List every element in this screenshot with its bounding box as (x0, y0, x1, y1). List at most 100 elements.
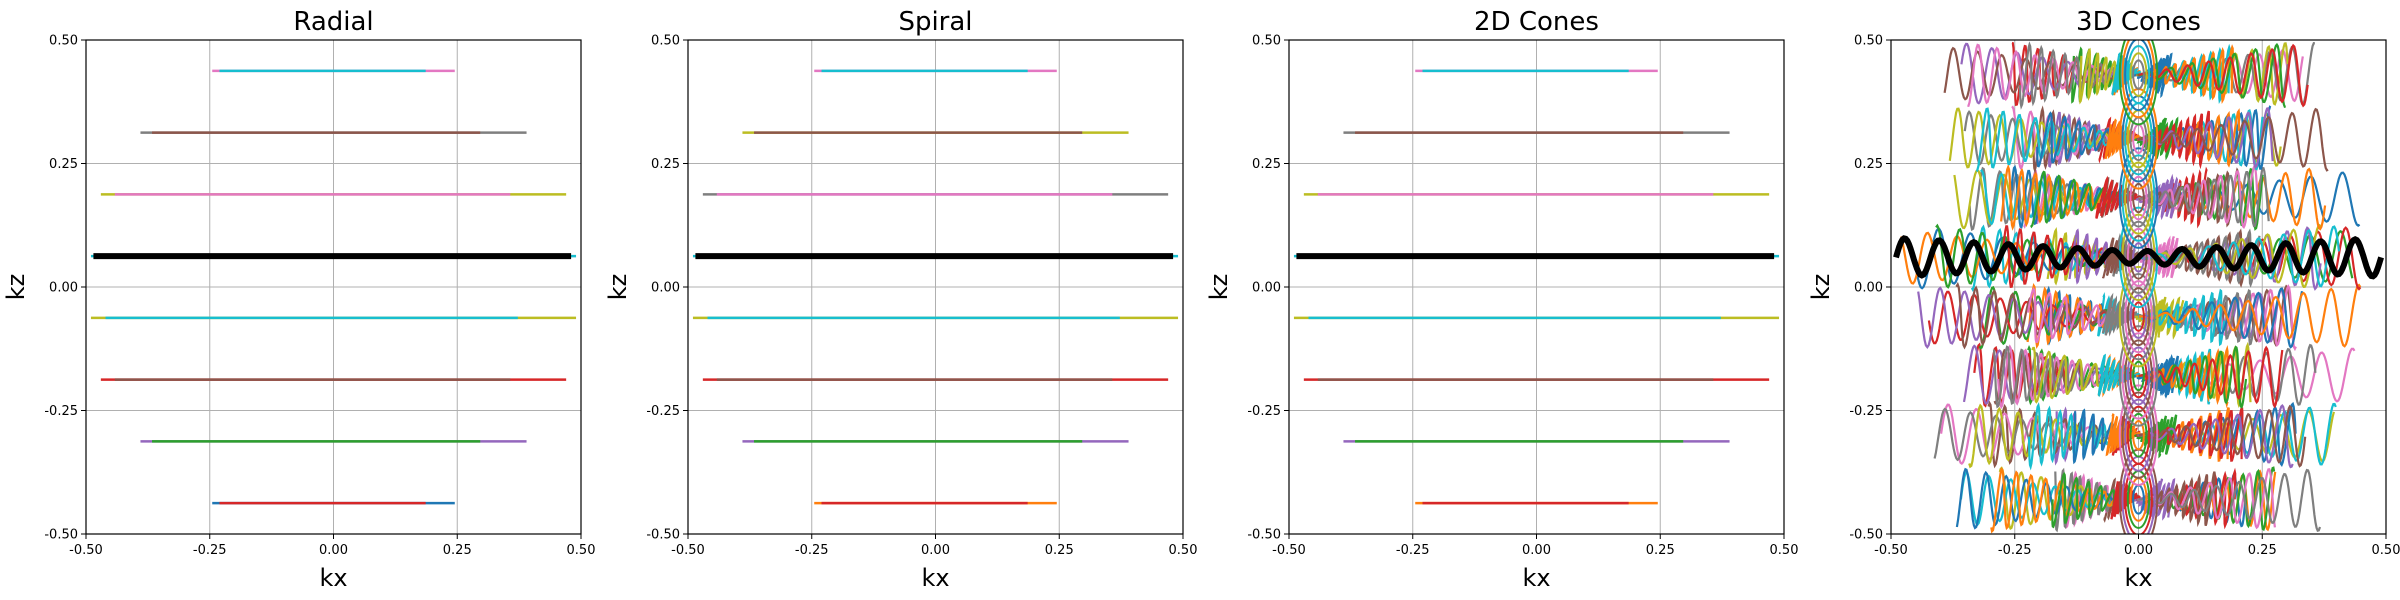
x-tick-label: 0.50 (2372, 543, 2400, 558)
panel-2d-cones: 2D Cones -0.50 -0.25 0.00 0.25 0.50 -0.50 -0.2… (1205, 7, 1798, 592)
cone-trajectory-loop (2126, 346, 2151, 406)
panel-title: Spiral (898, 7, 972, 37)
cone-trajectory-loop (2129, 52, 2148, 97)
panel-title: Radial (293, 7, 373, 37)
x-tick-label: -0.25 (795, 543, 829, 558)
cone-trajectory (2138, 43, 2309, 108)
x-tick-label: 0.00 (319, 543, 348, 558)
panel-3d-cones: 3D Cones -0.50 -0.25 0.00 0.25 0.50 -0.50 -0.2… (1807, 7, 2400, 592)
x-tick-label: 0.00 (921, 543, 950, 558)
cone-trajectory-loop (2124, 398, 2153, 472)
cone-trajectory-loop (2132, 419, 2145, 451)
y-tick-label: 0.50 (1854, 34, 1883, 49)
plot-area (86, 40, 581, 534)
x-tick-label: 0.50 (567, 543, 596, 558)
cone-trajectory-loop (2118, 325, 2159, 427)
cone-trajectory-loop (2124, 339, 2153, 413)
y-axis-label: kz (604, 274, 632, 301)
cone-trajectory (1959, 470, 2139, 527)
x-tick-label: 0.00 (2124, 543, 2153, 558)
cone-trajectory (2133, 355, 2179, 396)
cone-trajectory (2110, 480, 2144, 520)
x-axis-label: kx (1522, 564, 1550, 592)
y-tick-label: 0.25 (651, 157, 680, 172)
cone-trajectory (2138, 345, 2284, 409)
tick-layer: -0.50 -0.25 0.00 0.25 0.50 -0.50 -0.25 0.00 0.25… (646, 34, 1197, 559)
cone-trajectory-loop (2129, 175, 2148, 221)
cone-trajectory-loop (2126, 227, 2151, 287)
cone-trajectory-loop (2118, 147, 2159, 249)
x-tick-label: 0.00 (1522, 543, 1551, 558)
cone-trajectory (1917, 286, 2139, 349)
y-tick-label: 0.50 (651, 34, 680, 49)
y-tick-label: 0.50 (1252, 34, 1281, 49)
cone-trajectory-loop (2129, 235, 2148, 280)
cone-trajectory-loop (2118, 40, 2159, 126)
y-tick-label: 0.00 (1252, 281, 1281, 296)
cone-trajectory (2135, 407, 2244, 462)
y-tick-label: 0.25 (1854, 157, 1883, 172)
tick-layer: -0.50 -0.25 0.00 0.25 0.50 -0.50 -0.25 0.00 0.25… (44, 34, 595, 559)
y-axis-label: kz (1205, 274, 1233, 301)
x-tick-label: -0.25 (1998, 543, 2032, 558)
y-tick-label: 0.25 (49, 157, 78, 172)
x-tick-label: 0.25 (1045, 543, 1074, 558)
y-tick-label: 0.00 (651, 281, 680, 296)
tick-layer: -0.50 -0.25 0.00 0.25 0.50 -0.50 -0.25 0.00 0.25… (1247, 34, 1798, 559)
cone-trajectory-loop (2121, 272, 2156, 361)
y-tick-label: 0.00 (1854, 281, 1883, 296)
cone-trajectory-loop (2126, 405, 2151, 465)
y-tick-label: -0.50 (1247, 528, 1281, 543)
cone-trajectory-loop (2124, 161, 2153, 235)
cone-trajectory-loop (2124, 40, 2153, 112)
cone-trajectory (2138, 404, 2307, 468)
cone-trajectory (2138, 283, 2362, 348)
cone-trajectory-loop (2118, 265, 2159, 368)
y-tick-label: -0.50 (44, 528, 78, 543)
y-tick-label: -0.25 (44, 404, 78, 419)
cone-trajectory-loop (2126, 45, 2151, 105)
cone-trajectory-loop (2132, 301, 2145, 332)
x-tick-label: -0.50 (1874, 543, 1908, 558)
x-tick-label: -0.50 (671, 543, 705, 558)
plot-area (1891, 40, 2386, 534)
cone-trajectory-loop (2132, 242, 2145, 273)
cone-trajectory-loop (2129, 294, 2148, 339)
y-tick-label: -0.25 (1849, 404, 1883, 419)
x-tick-label: -0.50 (69, 543, 103, 558)
cone-trajectory-loop (2121, 332, 2156, 420)
cone-trajectory-loop (2132, 360, 2145, 392)
cone-trajectory (2139, 287, 2304, 349)
cone-trajectory (2139, 223, 2322, 289)
cone-trajectory-loop (2126, 168, 2151, 228)
cone-trajectory (2137, 166, 2270, 228)
panel-radial: Radial -0.50 -0.25 0.00 0.25 0.50 -0.50 -0.25 0… (2, 7, 595, 592)
y-axis-label: kz (1807, 274, 1835, 301)
cone-trajectory-loop (2124, 220, 2153, 294)
cone-trajectory-loop (2129, 412, 2148, 458)
cone-trajectory (2138, 107, 2329, 172)
cone-trajectory-loop (2121, 154, 2156, 242)
highlighted-cone-trajectory (1893, 235, 2384, 280)
x-axis-label: kx (2124, 564, 2152, 592)
x-tick-label: 0.25 (2248, 543, 2277, 558)
tick-layer: -0.50 -0.25 0.00 0.25 0.50 -0.50 -0.25 0.00 0.25… (1849, 34, 2400, 559)
x-tick-label: -0.25 (1396, 543, 1430, 558)
cone-trajectory-loop (2132, 59, 2145, 90)
y-tick-label: -0.50 (1849, 528, 1883, 543)
x-tick-label: -0.50 (1272, 543, 1306, 558)
cone-trajectory (2137, 107, 2274, 169)
y-tick-label: -0.25 (1247, 404, 1281, 419)
cone-trajectory-loop (2132, 182, 2145, 214)
cone-trajectory (2137, 42, 2287, 108)
x-axis-label: kx (921, 564, 949, 592)
cone-trajectory-loop (2118, 384, 2159, 486)
cone-trajectory-loop (2121, 40, 2156, 119)
plot-area (1289, 40, 1784, 534)
x-tick-label: 0.50 (1169, 543, 1198, 558)
cone-trajectory-loop (2121, 391, 2156, 479)
y-tick-label: -0.25 (646, 404, 680, 419)
cone-trajectory (2095, 175, 2144, 219)
cone-trajectory (2138, 468, 2322, 533)
